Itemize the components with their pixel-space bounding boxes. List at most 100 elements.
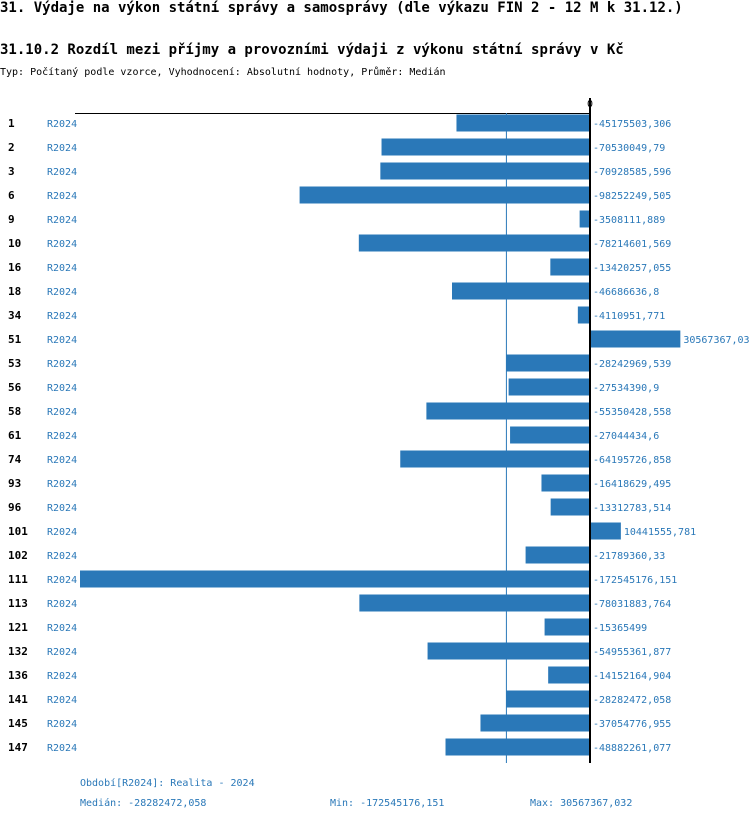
data-value-label: -46686636,8: [593, 287, 659, 298]
data-bar: [548, 666, 590, 684]
row-id-label: 53: [8, 357, 21, 370]
data-value-label: -3508111,889: [593, 215, 665, 226]
data-value-label: -45175503,306: [593, 119, 671, 130]
row-id-label: 10: [8, 237, 21, 250]
row-id-label: 147: [8, 741, 28, 754]
row-id-label: 1: [8, 117, 15, 130]
row-period-label: R2024: [47, 143, 77, 154]
data-value-label: -172545176,151: [593, 575, 677, 586]
row-period-label: R2024: [47, 671, 77, 682]
row-id-label: 113: [8, 597, 28, 610]
data-value-label: 10441555,781: [624, 527, 696, 538]
data-bar: [510, 426, 590, 444]
row-period-label: R2024: [47, 191, 77, 202]
row-id-label: 96: [8, 501, 22, 514]
row-period-label: R2024: [47, 119, 77, 130]
row-period-label: R2024: [47, 383, 77, 394]
data-bar: [80, 570, 590, 588]
data-bar: [452, 282, 590, 300]
footer-max: Max: 30567367,032: [530, 798, 633, 809]
data-bar: [590, 522, 621, 540]
data-value-label: -98252249,505: [593, 191, 671, 202]
data-bar: [381, 138, 590, 156]
data-value-label: -4110951,771: [593, 311, 665, 322]
row-period-label: R2024: [47, 359, 77, 370]
chart-type-line: Typ: Počítaný podle vzorce, Vyhodnocení:…: [0, 67, 446, 78]
data-bar: [541, 474, 590, 492]
data-value-label: -55350428,558: [593, 407, 671, 418]
data-bar: [400, 450, 590, 468]
data-bar: [299, 186, 590, 204]
row-period-label: R2024: [47, 431, 77, 442]
row-period-label: R2024: [47, 719, 77, 730]
row-id-label: 56: [8, 381, 22, 394]
data-value-label: -78214601,569: [593, 239, 671, 250]
row-id-label: 16: [8, 261, 22, 274]
data-value-label: -28282472,058: [593, 695, 671, 706]
row-id-label: 102: [8, 549, 28, 562]
data-value-label: -70530049,79: [593, 143, 665, 154]
data-value-label: -13312783,514: [593, 503, 671, 514]
data-bar: [506, 690, 590, 708]
row-period-label: R2024: [47, 455, 77, 466]
data-bar: [525, 546, 590, 564]
row-id-label: 136: [8, 669, 28, 682]
data-value-label: -14152164,904: [593, 671, 671, 682]
row-id-label: 61: [8, 429, 22, 442]
data-bar: [426, 402, 590, 420]
data-value-label: -48882261,077: [593, 743, 671, 754]
row-period-label: R2024: [47, 695, 77, 706]
row-period-label: R2024: [47, 551, 77, 562]
chart-subtitle: 31.10.2 Rozdíl mezi příjmy a provozními …: [0, 42, 624, 58]
data-value-label: -27534390,9: [593, 383, 659, 394]
row-period-label: R2024: [47, 263, 77, 274]
row-id-label: 58: [8, 405, 21, 418]
row-period-label: R2024: [47, 647, 77, 658]
row-period-label: R2024: [47, 215, 77, 226]
row-id-label: 6: [8, 189, 15, 202]
row-id-label: 3: [8, 165, 15, 178]
row-id-label: 18: [8, 285, 21, 298]
row-period-label: R2024: [47, 599, 77, 610]
data-value-label: -64195726,858: [593, 455, 671, 466]
bar-chart: 01R2024-45175503,3062R2024-70530049,793R…: [8, 98, 750, 763]
row-period-label: R2024: [47, 311, 77, 322]
data-value-label: -27044434,6: [593, 431, 659, 442]
row-period-label: R2024: [47, 623, 77, 634]
row-period-label: R2024: [47, 167, 77, 178]
row-id-label: 9: [8, 213, 15, 226]
row-id-label: 145: [8, 717, 28, 730]
data-bar: [358, 234, 590, 252]
row-id-label: 34: [8, 309, 22, 322]
row-period-label: R2024: [47, 503, 77, 514]
data-value-label: -54955361,877: [593, 647, 671, 658]
data-bar: [506, 354, 590, 372]
row-period-label: R2024: [47, 239, 77, 250]
data-bar: [590, 330, 681, 348]
row-period-label: R2024: [47, 335, 77, 346]
data-value-label: -78031883,764: [593, 599, 671, 610]
row-period-label: R2024: [47, 479, 77, 490]
row-period-label: R2024: [47, 527, 77, 538]
data-bar: [359, 594, 590, 612]
data-value-label: -16418629,495: [593, 479, 671, 490]
row-id-label: 51: [8, 333, 22, 346]
row-id-label: 2: [8, 141, 15, 154]
data-bar: [445, 738, 590, 756]
footer-min: Min: -172545176,151: [330, 798, 445, 809]
data-bar: [456, 114, 590, 132]
footer-period: Období[R2024]: Realita - 2024: [80, 778, 255, 789]
data-value-label: 30567367,03: [683, 335, 749, 346]
row-id-label: 111: [8, 573, 28, 586]
data-bar: [550, 258, 590, 276]
row-id-label: 93: [8, 477, 21, 490]
data-bar: [380, 162, 590, 180]
row-id-label: 121: [8, 621, 28, 634]
data-value-label: -15365499: [593, 623, 647, 634]
row-id-label: 101: [8, 525, 28, 538]
row-period-label: R2024: [47, 287, 77, 298]
data-value-label: -13420257,055: [593, 263, 671, 274]
row-period-label: R2024: [47, 575, 77, 586]
data-bar: [508, 378, 590, 396]
row-id-label: 141: [8, 693, 28, 706]
